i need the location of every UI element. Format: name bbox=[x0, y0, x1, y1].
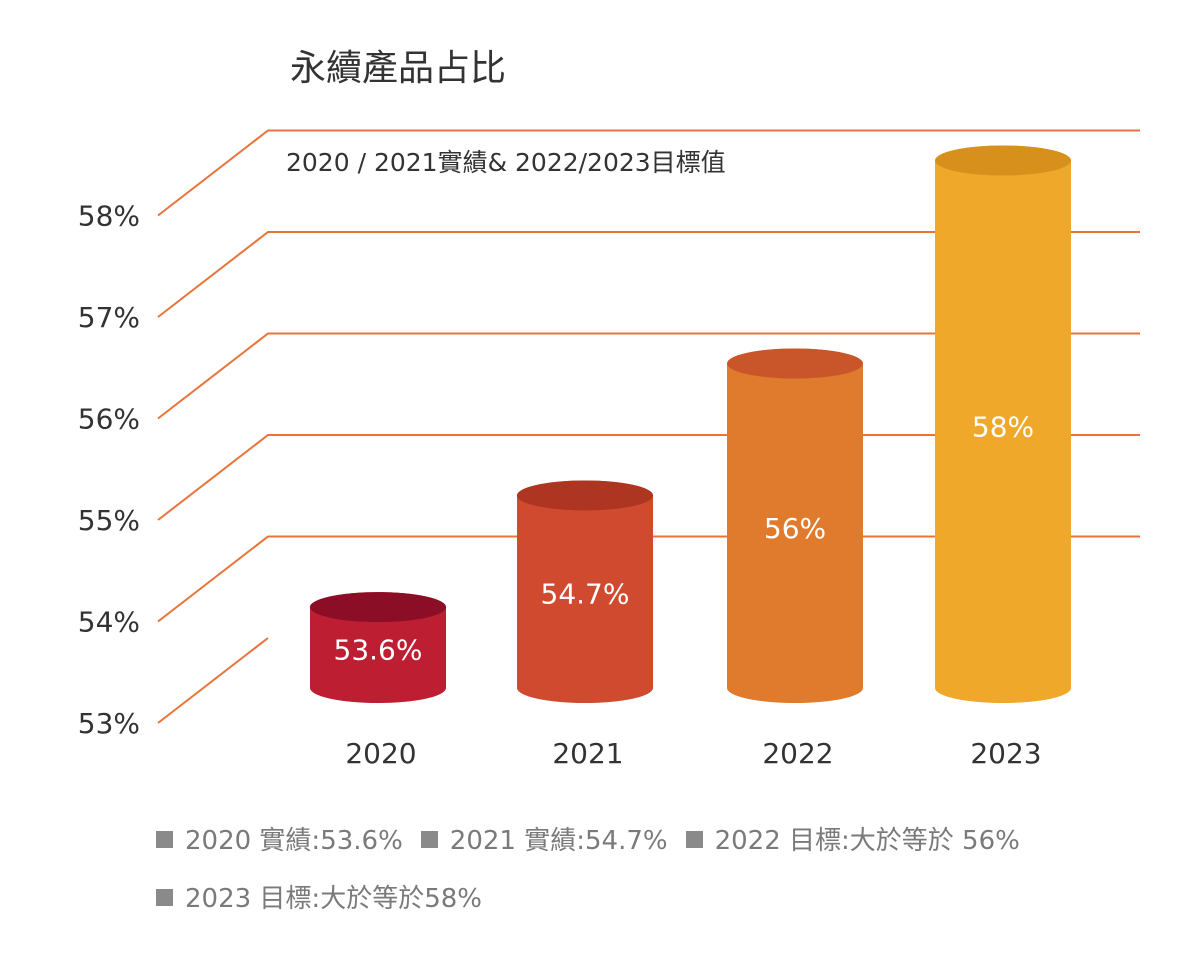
x-axis-labels: 2020 2021 2022 2023 bbox=[345, 737, 1041, 770]
legend-item: 2022 目標:大於等於 56% bbox=[685, 812, 1020, 870]
legend-marker bbox=[685, 831, 703, 848]
legend-marker bbox=[156, 831, 173, 848]
bar-2023: 58% bbox=[935, 145, 1071, 704]
grid-line bbox=[157, 332, 1140, 420]
grid-line bbox=[157, 637, 269, 724]
y-tick-label: 58% bbox=[78, 200, 140, 233]
legend-label: 2023 目標:大於等於58% bbox=[185, 884, 482, 914]
chart-title: 永續產品占比 bbox=[290, 48, 506, 89]
legend-item: 2021 實績:54.7% bbox=[420, 812, 668, 870]
y-tick-label: 56% bbox=[78, 403, 140, 436]
bar-body bbox=[517, 480, 653, 703]
x-tick-label: 2021 bbox=[552, 737, 623, 770]
y-axis-ticks: 53% 54% 55% 56% 57% 58% bbox=[78, 200, 140, 741]
bar-top bbox=[727, 348, 863, 379]
data-label: 58% bbox=[972, 410, 1034, 443]
bar-body bbox=[935, 145, 1071, 704]
data-label: 53.6% bbox=[334, 634, 423, 667]
legend-label: 2021 實績:54.7% bbox=[449, 826, 668, 856]
chart-subtitle: 2020 / 2021實績& 2022/2023目標值 bbox=[286, 148, 726, 177]
legend-label: 2020 實績:53.6% bbox=[185, 826, 403, 856]
y-tick-label: 54% bbox=[78, 606, 140, 639]
x-tick-label: 2020 bbox=[345, 737, 416, 770]
legend: 2020 實績:53.6% 2021 實績:54.7% 2022 目標:大於等於 5… bbox=[156, 812, 1166, 928]
data-label: 56% bbox=[764, 512, 826, 545]
y-tick-label: 57% bbox=[78, 301, 140, 334]
bar-2022: 56% bbox=[727, 348, 863, 703]
legend-item: 2020 實績:53.6% bbox=[156, 812, 403, 870]
bar-top bbox=[517, 480, 653, 511]
grid-line bbox=[157, 231, 1140, 318]
data-label: 54.7% bbox=[541, 578, 630, 611]
bar-2020: 53.6% bbox=[310, 592, 446, 703]
legend-marker bbox=[420, 831, 438, 848]
x-tick-label: 2022 bbox=[762, 737, 833, 770]
bar-2021: 54.7% bbox=[517, 480, 653, 703]
legend-label: 2022 目標:大於等於 56% bbox=[714, 826, 1020, 856]
bar-top bbox=[310, 592, 446, 623]
legend-marker bbox=[156, 889, 173, 906]
grid-line bbox=[157, 129, 1140, 217]
bars: 53.6% 54.7% 56% 58% bbox=[310, 145, 1071, 704]
x-tick-label: 2023 bbox=[970, 737, 1041, 770]
y-tick-label: 53% bbox=[78, 707, 140, 740]
y-tick-label: 55% bbox=[78, 504, 140, 537]
grid-lines bbox=[157, 129, 1140, 724]
bar-top bbox=[935, 145, 1071, 176]
legend-item: 2023 目標:大於等於58% bbox=[156, 870, 482, 928]
bar-body bbox=[727, 348, 863, 703]
